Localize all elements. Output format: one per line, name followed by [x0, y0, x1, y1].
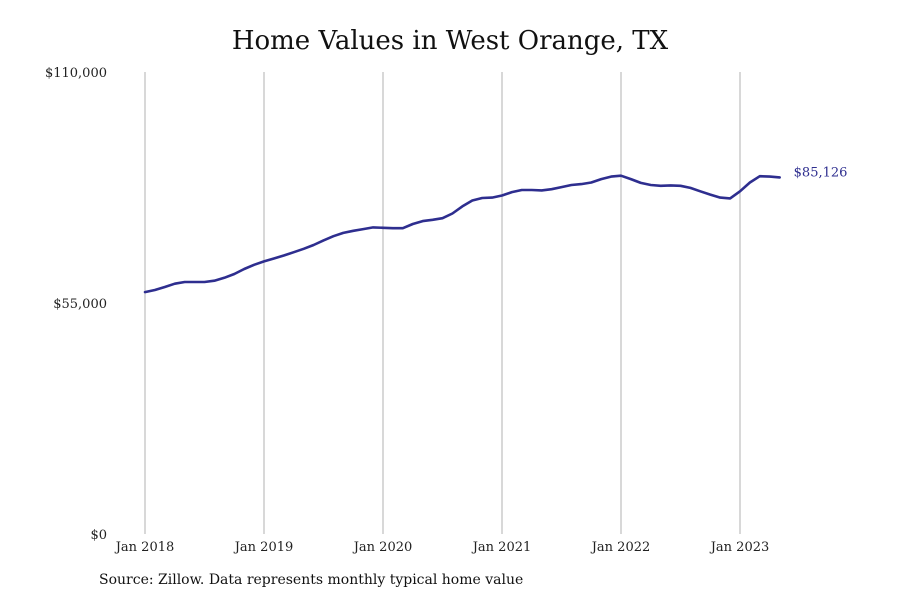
source-note: Source: Zillow. Data represents monthly … — [99, 572, 524, 588]
y-axis-ticks: $0 $55,000 $110,000 — [45, 66, 107, 543]
series-line — [143, 174, 781, 294]
x-tick-label: Jan 2018 — [114, 540, 175, 555]
x-tick-label: Jan 2019 — [233, 540, 294, 555]
y-tick-label: $110,000 — [45, 66, 107, 81]
x-tick-label: Jan 2020 — [352, 540, 413, 555]
x-axis-ticks: Jan 2018 Jan 2019 Jan 2020 Jan 2021 Jan 2022… — [114, 540, 770, 555]
x-tick-label: Jan 2023 — [709, 540, 770, 555]
x-tick-label: Jan 2022 — [590, 540, 651, 555]
x-tick-label: Jan 2021 — [471, 540, 532, 555]
y-tick-label: $55,000 — [53, 297, 107, 312]
chart-title: Home Values in West Orange, TX — [231, 26, 669, 56]
gridlines — [144, 72, 741, 534]
y-tick-label: $0 — [90, 528, 107, 543]
end-value-label: $85,126 — [794, 165, 848, 180]
